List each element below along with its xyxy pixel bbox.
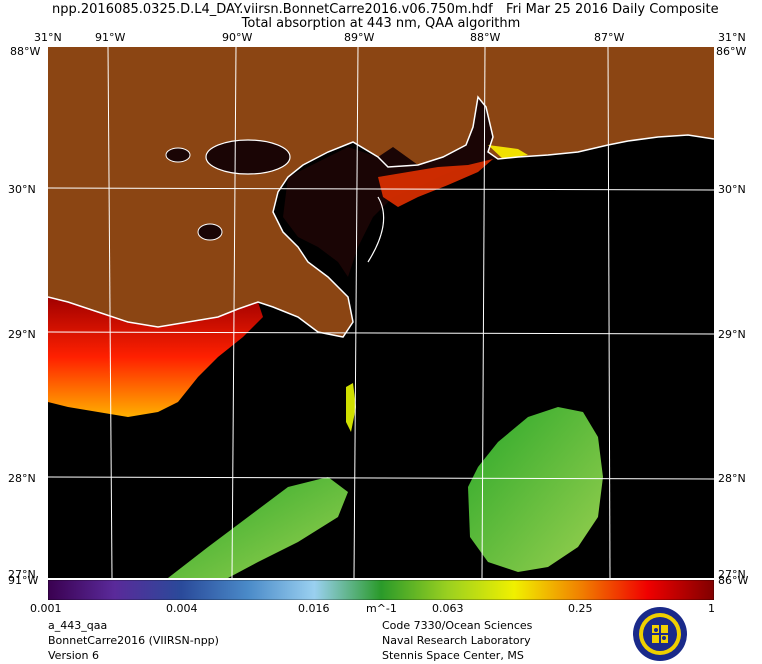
lat-label-29n-left: 29°N (8, 328, 36, 341)
satellite-map (48, 47, 714, 578)
corner-label-top-right: 31°N (718, 31, 746, 44)
lake-pontchartrain (205, 139, 291, 175)
colorbar-label-1: 0.004 (166, 602, 198, 615)
coastline (48, 95, 714, 338)
meridian-88w (481, 47, 486, 578)
meridian-90w (231, 47, 237, 578)
lat-label-29n-right: 29°N (718, 328, 746, 341)
colorbar-unit: m^-1 (366, 602, 397, 615)
land-area (48, 47, 714, 337)
green-patch-southeast (468, 407, 603, 572)
corner-label-bottom-right: 27°N (718, 568, 746, 581)
corner-label-bottom-left: 27°N (8, 568, 36, 581)
parallel-28n (48, 476, 714, 480)
lon-label-88w: 88°W (470, 31, 501, 44)
meridian-89w (353, 47, 359, 578)
barrier-arc (367, 196, 385, 263)
lon-label-91w: 91°W (95, 31, 126, 44)
date-text: Fri Mar 25 2016 Daily Composite (506, 2, 719, 17)
nrl-seal-icon (633, 607, 687, 661)
lat-label-28n-left: 28°N (8, 472, 36, 485)
map-subtitle: Total absorption at 443 nm, QAA algorith… (241, 16, 521, 31)
lake-maurepas (165, 147, 191, 163)
graticule (48, 47, 714, 578)
lat-label-30n-left: 30°N (8, 183, 36, 196)
lon-label-90w: 90°W (222, 31, 253, 44)
corner-overlay-bottom-right: 86°W (718, 574, 749, 587)
meridian-91w (107, 47, 113, 578)
corner-overlay-bottom-left: 91°W (8, 574, 39, 587)
corner-overlay-top-right: 86°W (716, 45, 747, 58)
corner-label-top-left: 31°N (34, 31, 62, 44)
footer-version: Version 6 (48, 649, 99, 662)
lon-label-89w: 89°W (344, 31, 375, 44)
lon-label-87w: 87°W (594, 31, 625, 44)
yellow-patch-offshore (346, 383, 356, 432)
corner-overlay-top-left: 88°W (10, 45, 41, 58)
lat-label-30n-right: 30°N (718, 183, 746, 196)
colorbar-gradient (48, 580, 714, 600)
colorbar-label-3: 0.063 (432, 602, 464, 615)
colorbar-label-4: 0.25 (568, 602, 593, 615)
footer-location: Stennis Space Center, MS (382, 649, 524, 662)
footer-product: a_443_qaa (48, 619, 108, 632)
green-patch-southwest (168, 477, 348, 578)
lat-label-28n-right: 28°N (718, 472, 746, 485)
turbid-plume-west (48, 297, 263, 417)
yellow-plume-mobile (488, 145, 528, 159)
footer-dataset: BonnetCarre2016 (VIIRSN-npp) (48, 634, 219, 647)
colorbar-label-2: 0.016 (298, 602, 330, 615)
colorbar (48, 580, 714, 600)
meridian-87w (607, 47, 611, 578)
turbid-plume-sound (378, 159, 493, 207)
filename-text: npp.2016085.0325.D.L4_DAY.viirsn.BonnetC… (52, 2, 493, 17)
inland-lake (197, 223, 223, 241)
footer-code: Code 7330/Ocean Sciences (382, 619, 533, 632)
map-title-filename: npp.2016085.0325.D.L4_DAY.viirsn.BonnetC… (52, 2, 719, 17)
footer-lab: Naval Research Laboratory (382, 634, 531, 647)
parallel-30n (48, 187, 714, 191)
parallel-29n (48, 331, 714, 335)
colorbar-label-5: 1 (708, 602, 715, 615)
colorbar-label-0: 0.001 (30, 602, 62, 615)
